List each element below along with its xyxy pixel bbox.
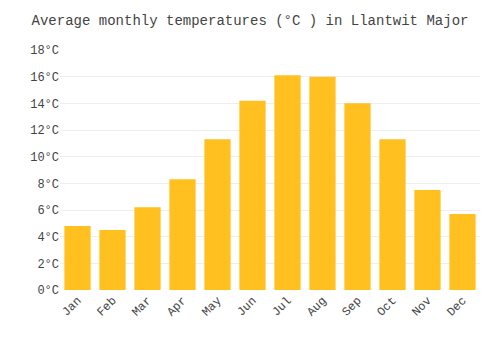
- svg-text:Jan: Jan: [59, 294, 84, 319]
- svg-text:Mar: Mar: [129, 294, 154, 319]
- svg-text:Aug: Aug: [304, 294, 329, 319]
- svg-text:0°C: 0°C: [37, 284, 59, 298]
- svg-text:Jun: Jun: [234, 294, 259, 319]
- svg-text:Feb: Feb: [94, 294, 119, 319]
- svg-text:12°C: 12°C: [30, 124, 59, 138]
- svg-text:Sep: Sep: [339, 294, 364, 319]
- svg-text:2°C: 2°C: [37, 258, 59, 272]
- svg-text:Nov: Nov: [409, 294, 434, 319]
- svg-text:8°C: 8°C: [37, 178, 59, 192]
- svg-text:10°C: 10°C: [30, 151, 59, 165]
- svg-text:Apr: Apr: [164, 294, 189, 319]
- svg-text:Oct: Oct: [374, 294, 399, 319]
- svg-text:Jul: Jul: [269, 294, 294, 319]
- svg-text:May: May: [199, 294, 224, 319]
- svg-text:16°C: 16°C: [30, 71, 59, 85]
- svg-text:14°C: 14°C: [30, 98, 59, 112]
- svg-text:Dec: Dec: [444, 294, 469, 319]
- svg-text:6°C: 6°C: [37, 204, 59, 218]
- svg-text:4°C: 4°C: [37, 231, 59, 245]
- svg-text:Average monthly temperatures (: Average monthly temperatures (°C ) in Ll…: [32, 13, 469, 29]
- svg-text:18°C: 18°C: [30, 44, 59, 58]
